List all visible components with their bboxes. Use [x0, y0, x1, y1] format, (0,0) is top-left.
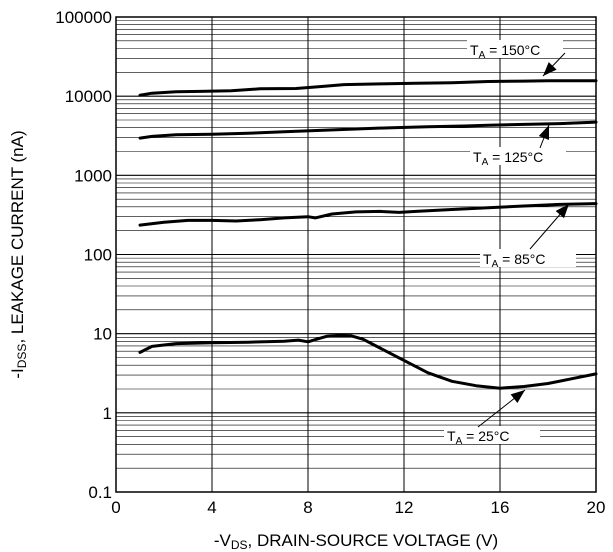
tick-labels: 0 4 8 12 16 20 0.1 1 10 100 1000 10000 100000 — [55, 8, 605, 517]
y-tick-label: 100 — [84, 246, 112, 265]
arrowhead-2 — [555, 204, 569, 219]
series-label-0: TA = 150°C — [470, 42, 540, 61]
y-axis-title: -IDSS, LEAKAGE CURRENT (nA) — [8, 130, 29, 378]
series-line-0 — [138, 79, 598, 97]
y-tick-label: 1000 — [74, 166, 112, 185]
y-tick-label: 0.1 — [88, 483, 112, 502]
arrowhead-3 — [510, 390, 525, 403]
y-tick-label: 10 — [93, 325, 112, 344]
x-tick-label: 12 — [395, 498, 414, 517]
series-label-1: TA = 125°C — [473, 149, 543, 168]
series-label-background — [444, 426, 540, 444]
data-series — [138, 79, 598, 390]
x-tick-label: 0 — [111, 498, 120, 517]
arrowhead-1 — [538, 125, 550, 141]
series-line-2 — [138, 202, 598, 227]
series-label-background — [467, 40, 563, 58]
x-axis-title: -VDS, DRAIN-SOURCE VOLTAGE (V) — [214, 531, 498, 552]
grid-lines — [116, 17, 596, 492]
plot-frame — [115, 16, 597, 493]
y-tick-label: 100000 — [55, 8, 112, 27]
x-tick-label: 16 — [491, 498, 510, 517]
y-tick-label: 10000 — [65, 87, 112, 106]
series-line-3 — [138, 333, 598, 390]
y-tick-label: 1 — [103, 404, 112, 423]
series-label-3: TA = 25°C — [447, 428, 509, 447]
series-label-2: TA = 85°C — [483, 251, 545, 270]
series-label-background — [480, 249, 576, 267]
arrowhead-0 — [543, 62, 557, 76]
x-tick-label: 8 — [303, 498, 312, 517]
series-line-1 — [138, 120, 598, 140]
x-tick-label: 4 — [207, 498, 216, 517]
series-annotations: TA = 150°C TA = 125°C TA = 85°C TA = 25°C — [444, 40, 576, 447]
series-label-background — [470, 147, 566, 165]
x-tick-label: 20 — [587, 498, 606, 517]
